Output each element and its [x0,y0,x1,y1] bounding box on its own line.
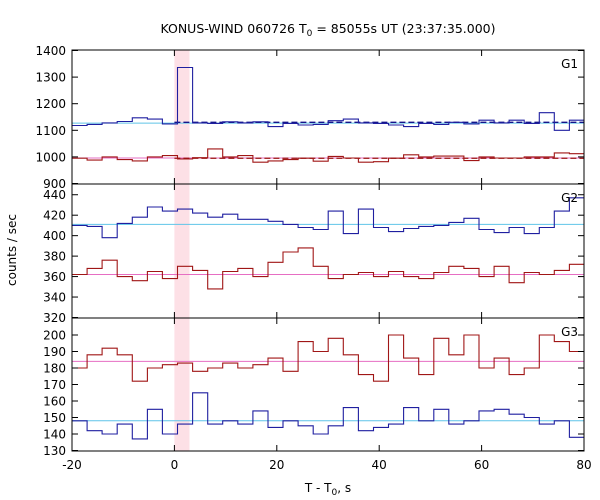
chart-title-prefix: KONUS-WIND 060726 T [160,21,306,36]
y-tick-label: 180 [43,362,66,376]
y-tick-label: 340 [43,291,66,305]
y-tick-label: 900 [43,177,66,191]
y-axis-label: counts / sec [5,214,19,286]
y-tick-label: 360 [43,270,66,284]
y-tick-label: 1400 [35,44,66,58]
y-tick-label: 160 [43,395,66,409]
panel-frame [71,49,585,185]
y-tick-label: 130 [43,444,66,458]
y-tick-label: 440 [43,188,66,202]
x-axis-label-prefix: T - T [304,481,332,495]
y-tick-label: 320 [43,311,66,325]
chart-title: KONUS-WIND 060726 T0 = 85055s UT (23:37:… [160,21,495,39]
x-axis-label-subscript: 0 [332,488,338,498]
y-tick-label: 380 [43,250,66,264]
y-tick-label: 140 [43,428,66,442]
y-tick-label: 1100 [35,124,66,138]
panel-label: G3 [561,325,578,339]
y-tick-label: 170 [43,378,66,392]
series-g2-0 [72,197,584,239]
panel-frame [71,183,585,319]
x-tick-label: 80 [576,458,591,472]
y-tick-label: 1300 [35,71,66,85]
highlight-interval [174,50,190,451]
series-g2-1 [72,247,584,290]
panel-label: G1 [561,57,578,71]
x-axis-label: T - T0, s [304,481,351,498]
x-axis-label-suffix: , s [337,481,351,495]
panel-g3: 130 140 150 160 170 180 190 200 G3 [43,317,585,458]
y-tick-label: 1200 [35,97,66,111]
y-tick-label: 1000 [35,150,66,164]
x-tick-label: 40 [372,458,387,472]
plot-panels: 90010001100120013001400G1320340360380400… [35,44,591,472]
y-tick-label: 150 [43,411,66,425]
y-tick-label: 400 [43,229,66,243]
chart-title-suffix: = 85055s UT (23:37:35.000) [312,21,495,36]
y-tick-label: 200 [43,329,66,343]
panel-g2: 320 340 360 380 400 420 440 G2 [43,183,585,325]
series-g1-1 [72,148,584,163]
y-tick-label: 190 [43,345,66,359]
x-tick-label: -20 [62,458,82,472]
series-g3-1 [72,392,584,440]
x-tick-label: 60 [474,458,489,472]
series-g3-0 [72,334,584,382]
x-tick-label: 0 [171,458,179,472]
x-tick-label: 20 [269,458,284,472]
y-tick-label: 420 [43,209,66,223]
series-g1-0 [72,66,584,131]
chart-title-subscript: 0 [307,29,313,39]
panel-label: G2 [561,191,578,205]
panel-g1: 900 1000 1100 1200 1300 1400 G1 [35,44,585,191]
